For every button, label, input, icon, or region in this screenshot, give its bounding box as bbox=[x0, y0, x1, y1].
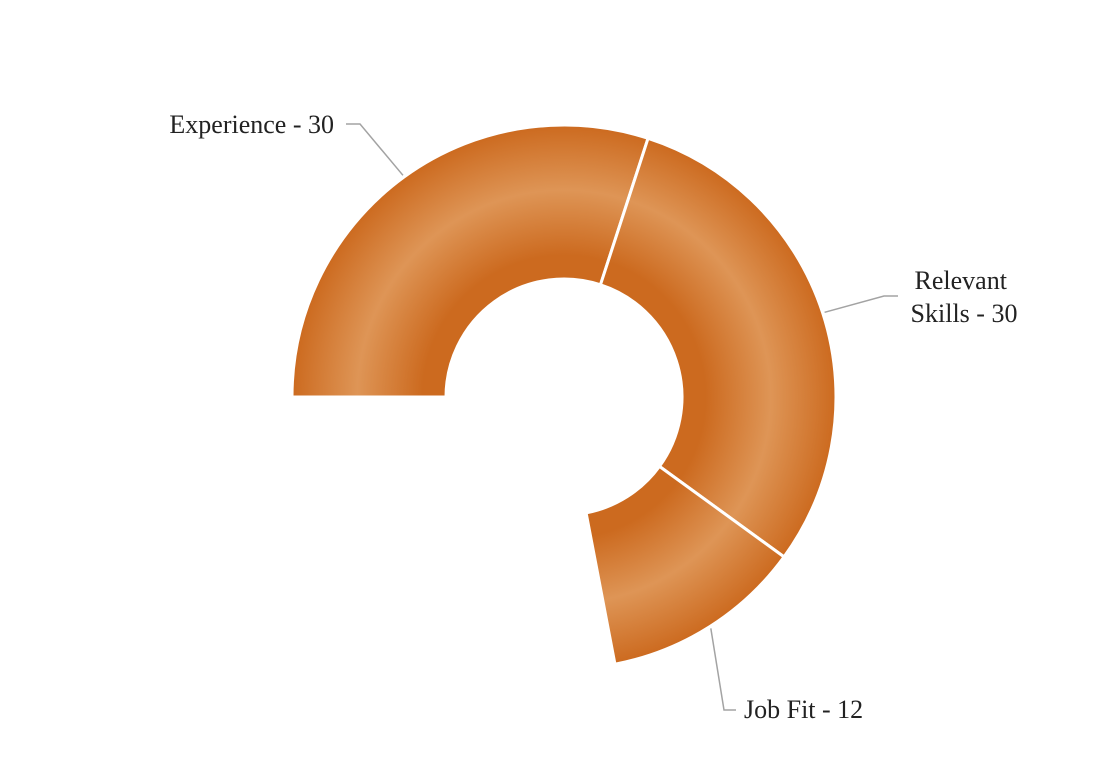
slice-label-job-fit: Job Fit - 12 bbox=[744, 695, 863, 724]
slice-experience bbox=[290, 123, 650, 399]
labels-layer: Experience - 30 Relevant Skills - 30 Job… bbox=[169, 110, 1017, 724]
slice-job-fit bbox=[584, 464, 787, 666]
leader-line-job-fit bbox=[710, 628, 736, 711]
slice-label-relevant-skills-line-2: Skills - 30 bbox=[911, 299, 1018, 328]
leaders-layer bbox=[346, 123, 898, 711]
slice-relevant-skills bbox=[598, 136, 838, 559]
leader-line-experience bbox=[346, 123, 404, 176]
slice-label-experience: Experience - 30 bbox=[169, 110, 334, 139]
slice-label-relevant-skills: Relevant Skills - 30 bbox=[911, 266, 1018, 328]
slice-label-relevant-skills-line-1: Relevant bbox=[915, 266, 1008, 295]
leader-line-relevant-skills bbox=[824, 295, 898, 314]
slices-layer bbox=[290, 123, 838, 666]
